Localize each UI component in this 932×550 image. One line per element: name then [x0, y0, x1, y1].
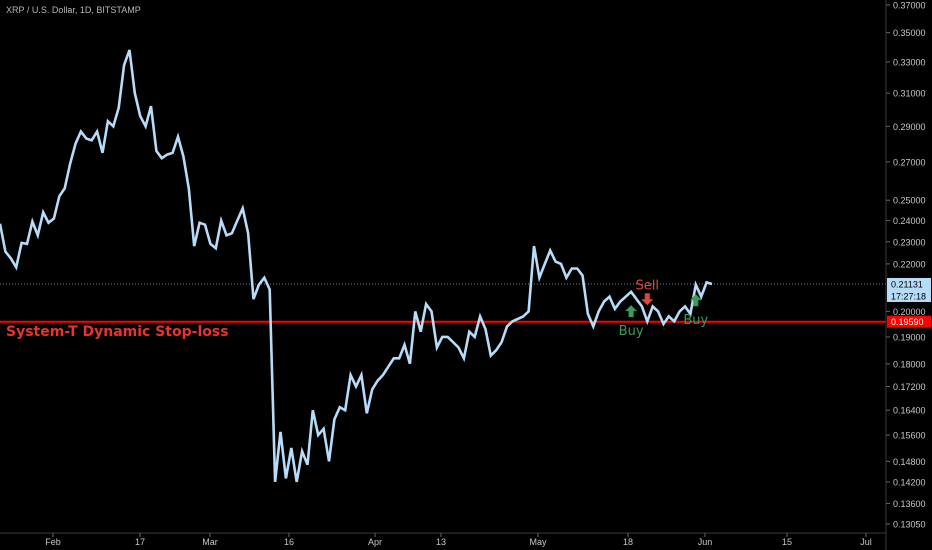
- price-series-line: [0, 49, 713, 483]
- sell-signal-1: Sell: [636, 278, 659, 306]
- x-tick-label: Jun: [698, 537, 713, 547]
- y-tick-label: 0.23000: [893, 237, 926, 247]
- sell-arrow-icon: [641, 293, 654, 306]
- y-tick-label: 0.27000: [893, 157, 926, 167]
- x-tick-label: 15: [782, 537, 792, 547]
- y-tick-label: 0.22000: [893, 259, 926, 269]
- sell-signal-label: Sell: [636, 278, 659, 293]
- x-axis: Feb 17 Mar 16 Apr 13 May 18 Jun 15 Jul: [45, 533, 872, 547]
- y-tick-label: 0.14200: [893, 477, 926, 487]
- x-tick-label: Jul: [860, 537, 872, 547]
- y-tick-label: 0.35000: [893, 28, 926, 38]
- y-tick-label: 0.31000: [893, 89, 926, 99]
- y-tick-label: 0.18000: [893, 359, 926, 369]
- stop-loss-badge: [887, 315, 931, 328]
- x-tick-label: Apr: [368, 537, 382, 547]
- buy-signal-label: Buy: [683, 313, 708, 328]
- y-tick-label: 0.13050: [893, 520, 926, 530]
- x-tick-label: Mar: [202, 537, 218, 547]
- stop-loss-value-label: 0.19590: [891, 317, 924, 327]
- buy-arrow-icon: [625, 305, 638, 318]
- buy-arrow-icon: [689, 294, 702, 307]
- countdown-badge: [887, 289, 931, 302]
- y-tick-label: 0.19000: [893, 332, 926, 342]
- x-tick-label: May: [529, 537, 547, 547]
- buy-signal-0: Buy: [619, 305, 644, 339]
- buy-signal-2: Buy: [683, 294, 709, 328]
- y-tick-label: 0.14800: [893, 457, 926, 467]
- stop-loss-label: System-T Dynamic Stop-loss: [6, 324, 229, 340]
- x-tick-label: Feb: [45, 537, 61, 547]
- y-tick-label: 0.16400: [893, 406, 926, 416]
- last-price-badge: [887, 277, 931, 290]
- y-tick-label: 0.15600: [893, 431, 926, 441]
- y-tick-label: 0.33000: [893, 57, 926, 67]
- y-axis: 0.37000 0.35000 0.33000 0.31000 0.29000 0.270…: [886, 1, 931, 530]
- countdown-label: 17:27:18: [891, 291, 926, 301]
- y-tick-label: 0.25000: [893, 196, 926, 206]
- x-tick-label: 16: [284, 537, 294, 547]
- y-tick-label: 0.20000: [893, 307, 926, 317]
- chart-title: XRP / U.S. Dollar, 1D, BITSTAMP: [6, 5, 141, 15]
- x-tick-label: 17: [135, 537, 145, 547]
- y-tick-label: 0.37000: [893, 1, 926, 11]
- y-tick-label: 0.29000: [893, 122, 926, 132]
- y-tick-label: 0.13600: [893, 499, 926, 509]
- x-tick-label: 13: [436, 537, 446, 547]
- x-tick-label: 18: [623, 537, 633, 547]
- last-price-label: 0.21131: [891, 279, 923, 289]
- y-tick-label: 0.24000: [893, 216, 926, 226]
- plot-area: Buy Sell Buy: [0, 49, 886, 483]
- y-tick-label: 0.17200: [893, 382, 926, 392]
- buy-signal-label: Buy: [619, 324, 644, 339]
